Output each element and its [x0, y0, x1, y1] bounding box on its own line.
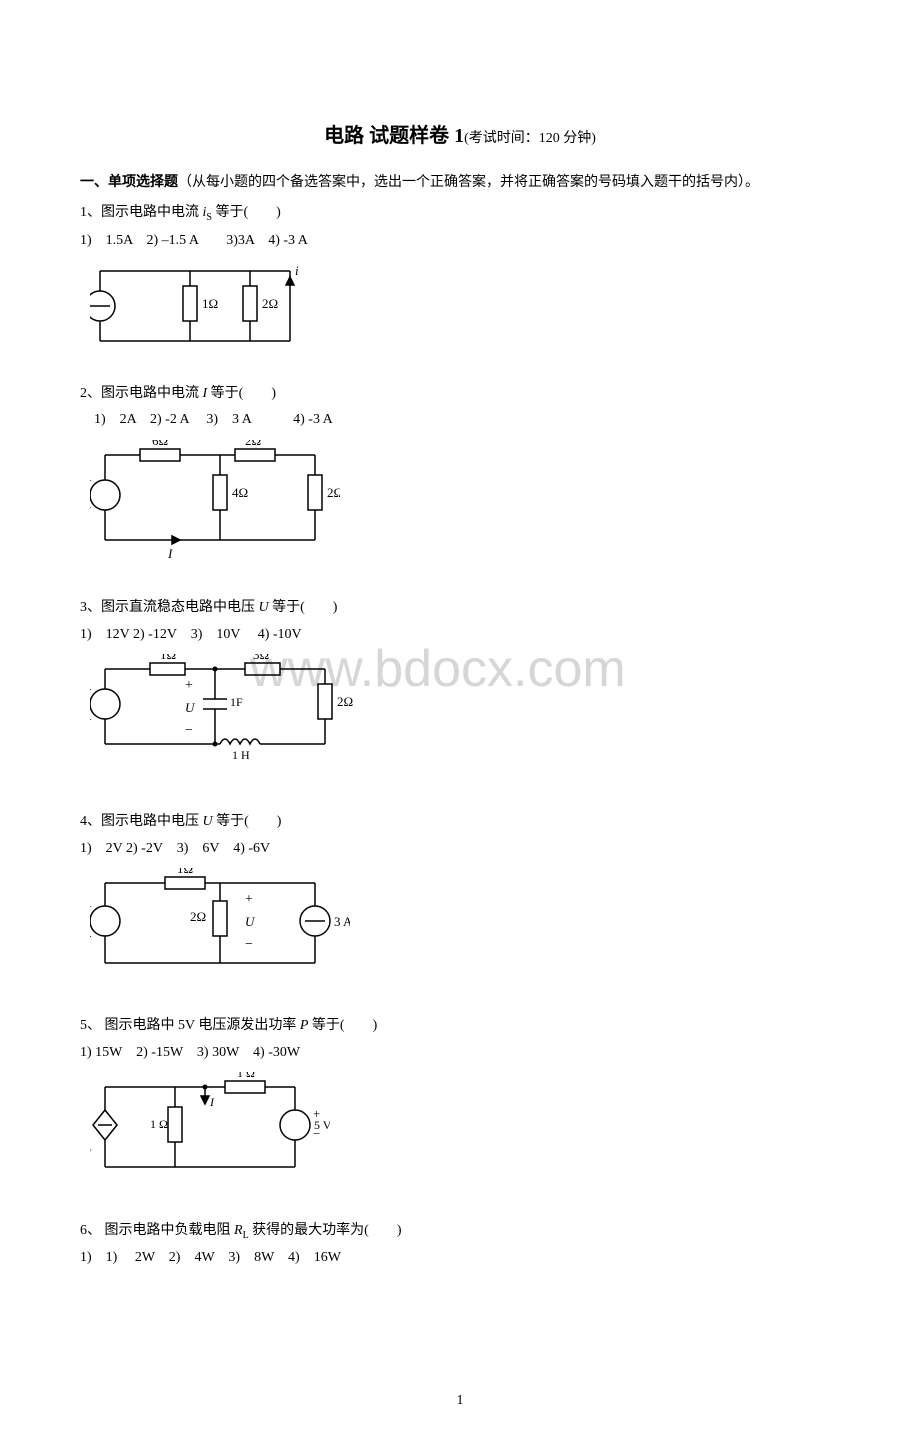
question-4: 4、图示电路中电压 U 等于( )	[80, 811, 840, 833]
q2-r4: 2Ω	[327, 485, 340, 500]
q3-plus: +	[90, 713, 92, 728]
q5-options: 1) 15W 2) -15W 3) 30W 4) -30W	[80, 1042, 840, 1064]
q6-options: 1) 1) 2W 2) 4W 3) 8W 4) 16W	[80, 1247, 840, 1269]
q3-diagram: − + 12V 1Ω 3Ω 1F 1 H 2Ω + − U	[90, 654, 840, 787]
q3-c: 1F	[230, 695, 243, 709]
q5-r1: 1 Ω	[150, 1117, 168, 1131]
q1-r2: 2Ω	[262, 296, 278, 311]
q5-cccs: 0.5I	[90, 1146, 92, 1160]
q3-r2: 3Ω	[253, 654, 269, 662]
q4-ulabel: U	[245, 914, 256, 929]
q2-ilabel: I	[167, 546, 173, 561]
q2-plus: +	[90, 474, 92, 489]
q3-r1: 1Ω	[160, 654, 176, 662]
q4-vplus: +	[90, 900, 92, 915]
q3-stem-pre: 图示直流稳态电路中电压	[101, 600, 259, 615]
q1-stem-pre: 图示电路中电流	[101, 205, 203, 220]
q4-num: 4、	[80, 814, 101, 829]
q3-stem-post: 等于( )	[269, 600, 338, 615]
q4-uplus: +	[245, 892, 253, 907]
q1-r1: 1Ω	[202, 296, 218, 311]
q5-stem-pre: 图示电路中 5V 电压源发出功率	[101, 1018, 300, 1033]
q4-options: 1) 2V 2) -2V 3) 6V 4) -6V	[80, 838, 840, 860]
q1-options: 1) 1.5A 2) –1.5 A 3)3A 4) -3 A	[80, 230, 840, 252]
section-desc: （从每小题的四个备选答案中，选出一个正确答案，并将正确答案的号码填入题干的括号内…	[178, 175, 759, 190]
question-6: 6、 图示电路中负载电阻 RL 获得的最大功率为( )	[80, 1220, 840, 1244]
q2-stem-post: 等于( )	[207, 386, 276, 401]
q3-r3: 2Ω	[337, 694, 353, 709]
q6-stem-pre: 图示电路中负载电阻	[101, 1223, 234, 1238]
question-2: 2、图示电路中电流 I 等于( )	[80, 383, 840, 405]
q6-stem-post: 获得的最大功率为( )	[249, 1223, 402, 1238]
q3-options: 1) 12V 2) -12V 3) 10V 4) -10V	[80, 624, 840, 646]
q3-uplus: +	[185, 678, 193, 693]
q4-diagram: + − 6 V 1Ω 2Ω + − U 3 A	[90, 868, 840, 991]
section-header: 一、单项选择题（从每小题的四个备选答案中，选出一个正确答案，并将正确答案的号码填…	[80, 172, 840, 194]
q5-stem-post: 等于( )	[308, 1018, 377, 1033]
q4-var: U	[203, 814, 213, 829]
question-3: 3、图示直流稳态电路中电压 U 等于( )	[80, 597, 840, 619]
q3-l: 1 H	[232, 748, 250, 762]
q3-var: U	[259, 600, 269, 615]
q2-options: 1) 2A 2) -2 A 3) 3 A 4) -3 A	[80, 409, 840, 431]
q3-minus: −	[90, 683, 92, 698]
q5-diagram: 0.5I 1 Ω 1 Ω I + − 5 V	[90, 1072, 840, 1195]
q1-stem-post: 等于( )	[212, 205, 281, 220]
q1-i-label: i =1A	[295, 263, 300, 278]
q3-uminus: −	[185, 723, 193, 738]
q2-diagram: + − 16V 6Ω 2Ω 4Ω 2Ω I	[90, 440, 840, 573]
q3-num: 3、	[80, 600, 101, 615]
section-name: 一、单项选择题	[80, 175, 178, 190]
q4-r2: 2Ω	[190, 909, 206, 924]
title-sub: (考试时间：120 分钟)	[464, 131, 596, 146]
q4-stem-post: 等于( )	[213, 814, 282, 829]
q2-num: 2、	[80, 386, 101, 401]
q2-minus: −	[90, 501, 92, 516]
page-number: 1	[80, 1390, 840, 1412]
q6-num: 6、	[80, 1223, 101, 1238]
q5-ilabel: I	[209, 1095, 215, 1109]
title-main: 电路 试题样卷 1	[324, 125, 464, 147]
q2-r1: 6Ω	[152, 440, 168, 448]
q5-num: 5、	[80, 1018, 101, 1033]
q5-vs: 5 V	[314, 1118, 330, 1132]
q3-ulabel: U	[185, 700, 196, 715]
q4-stem-pre: 图示电路中电压	[101, 814, 203, 829]
q2-r2: 2Ω	[245, 440, 261, 448]
question-5: 5、 图示电路中 5V 电压源发出功率 P 等于( )	[80, 1015, 840, 1037]
q5-r2: 1 Ω	[237, 1072, 255, 1080]
q4-vminus: −	[90, 930, 92, 945]
q2-stem-pre: 图示电路中电流	[101, 386, 203, 401]
q4-is: 3 A	[334, 914, 350, 929]
exam-title: 电路 试题样卷 1(考试时间：120 分钟)	[80, 120, 840, 152]
q4-r1: 1Ω	[177, 868, 193, 876]
q4-uminus: −	[245, 937, 253, 952]
q2-r3: 4Ω	[232, 485, 248, 500]
q1-num: 1、	[80, 205, 101, 220]
q1-diagram: i =1A iS 1Ω 2Ω	[90, 261, 840, 359]
q6-var: R	[234, 1223, 243, 1238]
question-1: 1、图示电路中电流 iS 等于( )	[80, 202, 840, 226]
